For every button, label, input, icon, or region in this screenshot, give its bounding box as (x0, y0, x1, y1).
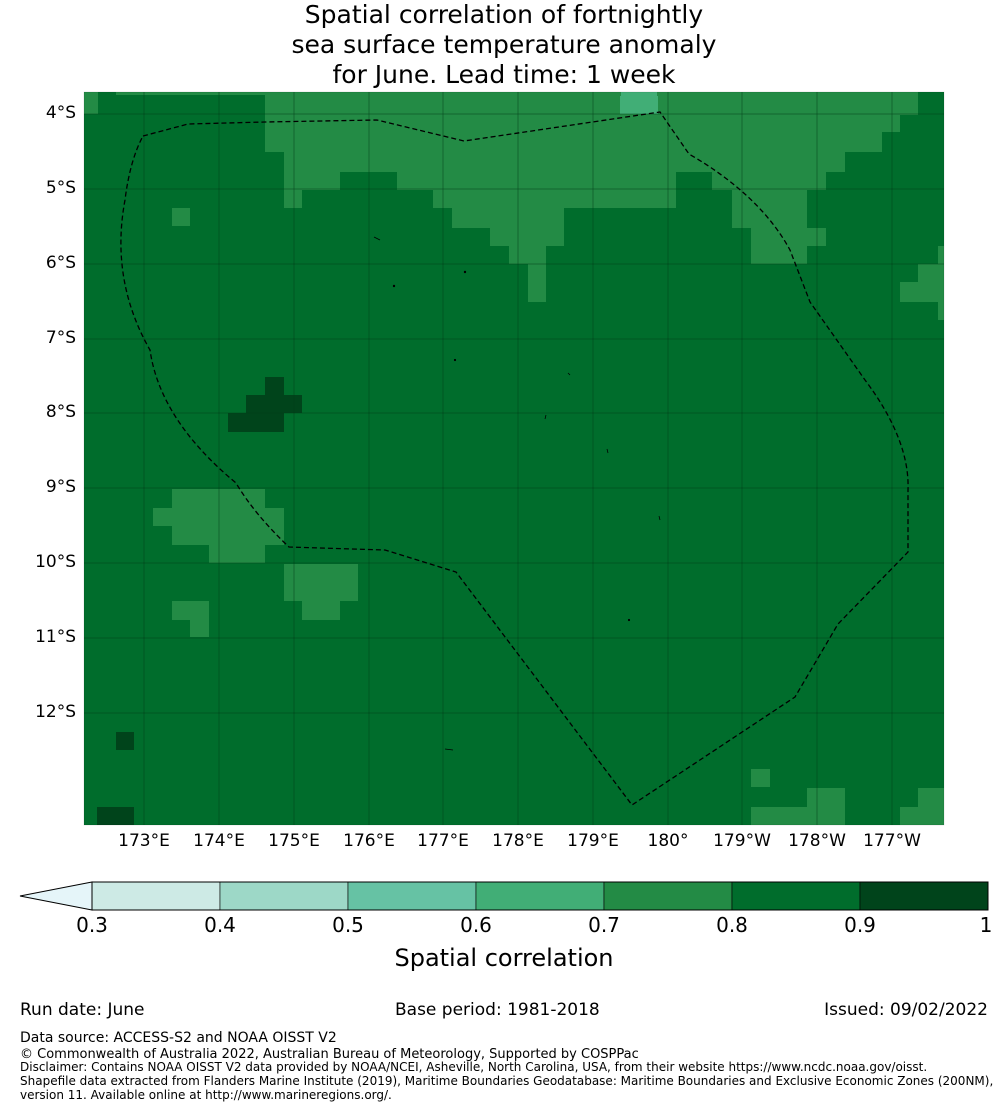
title-line-2: sea surface temperature anomaly (291, 30, 717, 59)
region-north-band (265, 92, 918, 282)
gridlines (84, 92, 944, 825)
y-tick-label: 6°S (45, 253, 76, 273)
eez-boundary (120, 111, 909, 806)
region-west-patch (153, 489, 284, 563)
x-tick-label: 173°E (118, 831, 170, 851)
region-south-patch (284, 564, 358, 620)
region-south-patch (172, 601, 209, 637)
colorbar-label: Spatial correlation (394, 944, 614, 972)
region-dark-patch (97, 807, 134, 825)
colorbar-tick: 1 (979, 913, 993, 937)
colorbar-tick: 0.4 (204, 913, 236, 937)
region-dark-patch (116, 732, 134, 750)
colorbar-extend-triangle (19, 881, 93, 911)
x-tick-label: 179°W (713, 831, 771, 851)
region-patch-light (620, 92, 658, 114)
y-tick-label: 10°S (35, 552, 76, 572)
colorbar-cell (859, 881, 989, 911)
x-tick-label: 178°E (492, 831, 544, 851)
colorbar-tick: 0.5 (332, 913, 364, 937)
y-tick-label: 5°S (45, 178, 76, 198)
data-source: Data source: ACCESS-S2 and NOAA OISST V2 (20, 1030, 337, 1046)
base-period: Base period: 1981-2018 (395, 1000, 600, 1020)
islands (373, 236, 661, 751)
region-se-patch (751, 788, 845, 825)
title-line-3: for June. Lead time: 1 week (332, 60, 676, 89)
colorbar-tick: 0.7 (588, 913, 620, 937)
colorbar-tick: 0.6 (460, 913, 492, 937)
copyright: © Commonwealth of Australia 2022, Austra… (20, 1047, 639, 1062)
x-tick-label: 178°W (788, 831, 846, 851)
y-tick-label: 9°S (45, 477, 76, 497)
map-frame (83, 91, 945, 826)
region-patch (265, 95, 285, 115)
colorbar (19, 881, 989, 911)
correlation-map (83, 91, 945, 826)
issued-date: Issued: 09/02/2022 (824, 1000, 988, 1020)
colorbar-frame (91, 881, 989, 911)
y-tick-label: 4°S (45, 103, 76, 123)
x-tick-label: 179°E (567, 831, 619, 851)
region-north-band (116, 92, 266, 95)
colorbar-cell (219, 881, 349, 911)
x-tick-label: 176°E (343, 831, 395, 851)
y-tick-label: 7°S (45, 328, 76, 348)
region-dark-patch (228, 377, 302, 432)
region-se-patch (751, 769, 770, 787)
colorbar-cell (603, 881, 733, 911)
colorbar-tick: 0.8 (716, 913, 748, 937)
shapefile-credit-version: version 11. Available online at http://w… (20, 1088, 392, 1102)
region-north-band (84, 92, 98, 114)
y-tick-label: 11°S (35, 627, 76, 647)
colorbar-tick: 0.9 (844, 913, 876, 937)
x-tick-label: 177°W (863, 831, 921, 851)
chart-title: Spatial correlation of fortnightly sea s… (0, 0, 1008, 90)
region-patch-light (657, 92, 665, 96)
x-tick-label: 177°E (417, 831, 469, 851)
region-patch (528, 282, 546, 302)
colorbar-cell (475, 881, 605, 911)
y-tick-label: 12°S (35, 702, 76, 722)
disclaimer: Disclaimer: Contains NOAA OISST V2 data … (20, 1060, 928, 1074)
shapefile-credit: Shapefile data extracted from Flanders M… (20, 1074, 994, 1088)
colorbar-cell (731, 881, 861, 911)
y-tick-label: 8°S (45, 402, 76, 422)
region-se-patch (900, 788, 944, 825)
title-line-1: Spatial correlation of fortnightly (304, 0, 704, 29)
region-east-patch (900, 246, 944, 320)
run-date: Run date: June (20, 1000, 145, 1020)
region-patch-light (601, 92, 621, 96)
colorbar-cell (91, 881, 221, 911)
x-tick-label: 175°E (268, 831, 320, 851)
x-tick-label: 180° (647, 831, 689, 851)
colorbar-cell (347, 881, 477, 911)
x-tick-label: 174°E (193, 831, 245, 851)
colorbar-tick: 0.3 (76, 913, 108, 937)
region-patch (172, 208, 190, 226)
